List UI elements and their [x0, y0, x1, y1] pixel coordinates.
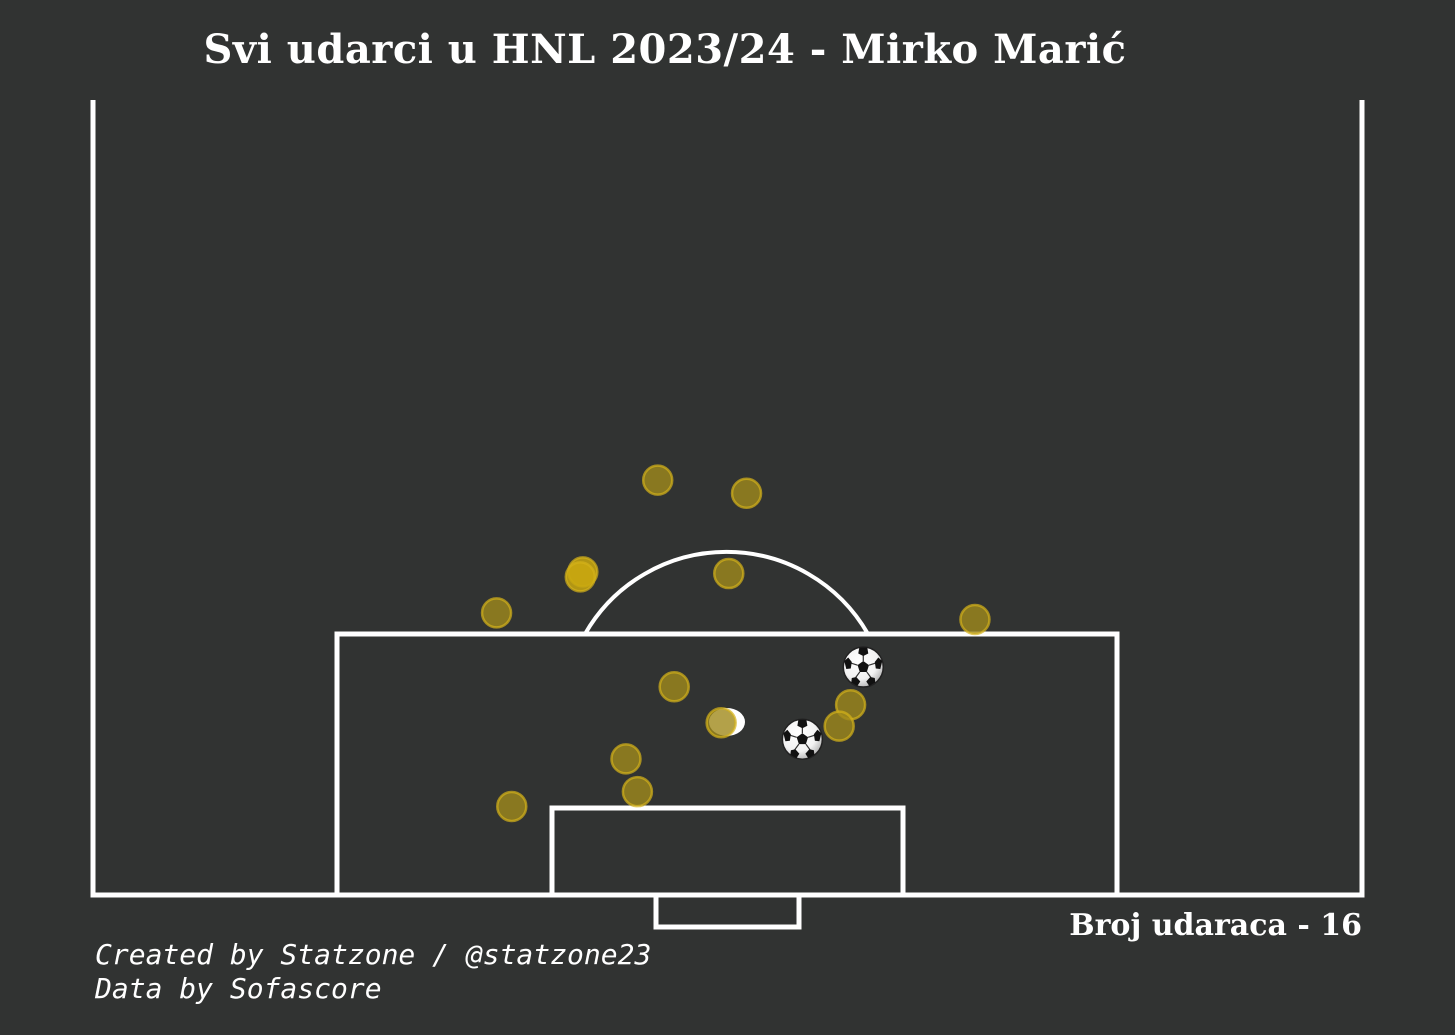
- credit-data-source: Data by Sofascore: [95, 972, 382, 1005]
- six-yard-box: [549, 805, 906, 898]
- goals-layer: [781, 646, 885, 760]
- shot-marker: [621, 775, 654, 808]
- goal: [653, 892, 802, 930]
- shot-marker: [641, 464, 674, 496]
- chart-title: Svi udarci u HNL 2023/24 - Mirko Marić: [203, 26, 1127, 73]
- shot-marker: [480, 597, 513, 629]
- credit-created-by: Created by Statzone / @statzone23: [95, 938, 652, 971]
- pitch-lines: [90, 100, 1365, 930]
- penalty-area: [334, 631, 1120, 898]
- soccer-ball-icon: [781, 718, 824, 760]
- shot-marker: [610, 743, 642, 775]
- shot-marker: [496, 790, 528, 823]
- shot-marker: [959, 603, 991, 636]
- shot-marker: [705, 707, 737, 739]
- shot-marker: [730, 477, 763, 509]
- shot-marker: [823, 710, 855, 742]
- shot-marker: [564, 561, 597, 593]
- shots-layer: [480, 464, 991, 823]
- shot-marker: [658, 670, 690, 703]
- penalty-arc: [583, 549, 870, 635]
- touchline-and-goal-line: [90, 100, 1365, 898]
- shot-marker: [713, 557, 745, 590]
- soccer-ball-icon: [842, 646, 885, 688]
- shot-count: Broj udaraca - 16: [1069, 908, 1362, 943]
